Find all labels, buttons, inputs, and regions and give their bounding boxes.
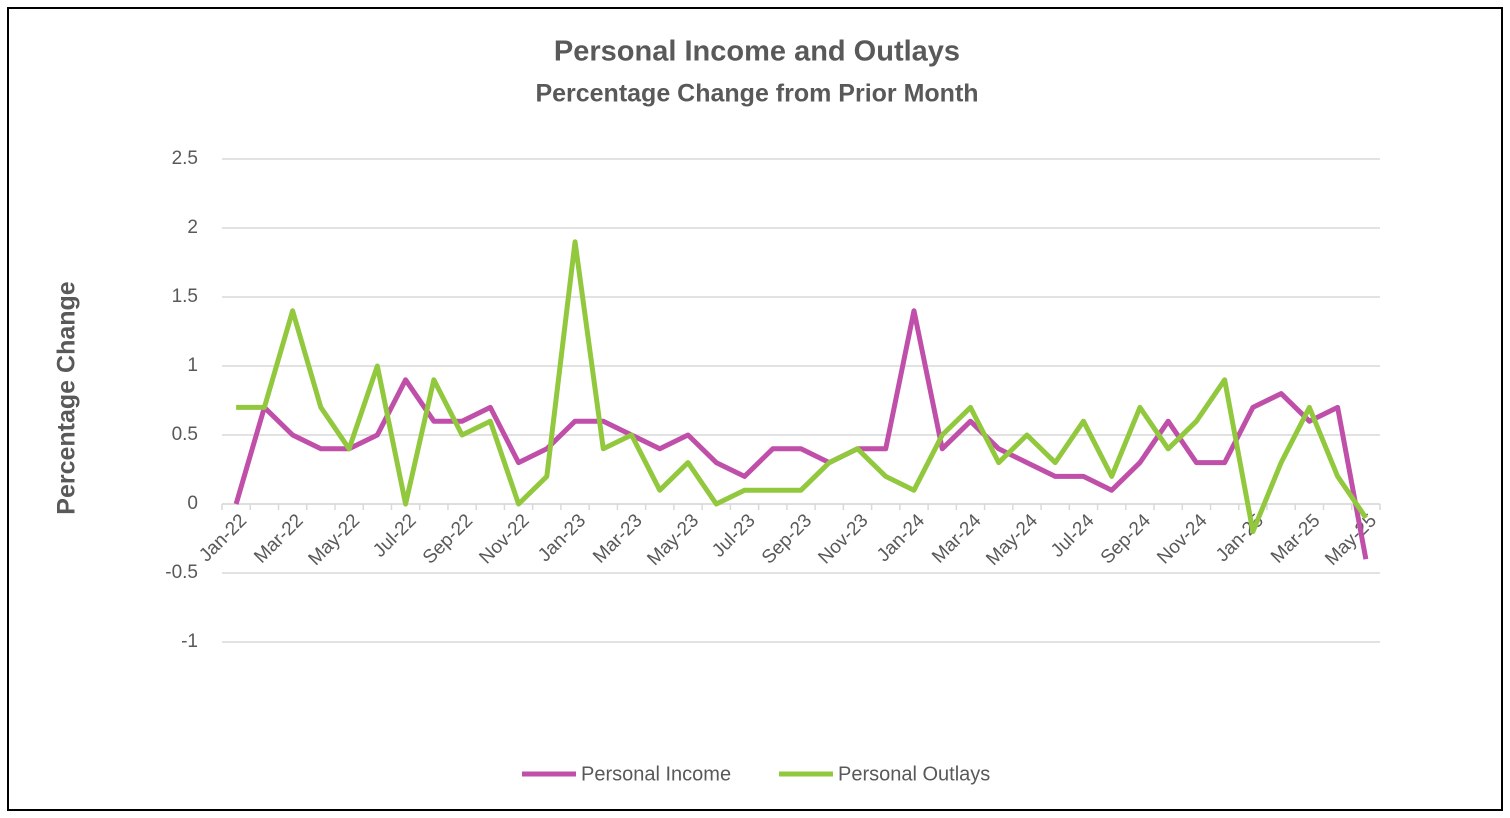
y-tick-label: 1.5	[172, 286, 198, 307]
y-axis-label: Percentage Change	[53, 281, 81, 515]
legend: Personal Income Personal Outlays	[522, 763, 990, 785]
y-tick-label: 0	[187, 493, 198, 514]
line-series	[233, 308, 1369, 560]
chart-frame	[7, 7, 1503, 811]
y-tick-label: -0.5	[165, 562, 198, 583]
legend-label: Personal Outlays	[838, 763, 990, 785]
chart-title: Personal Income and Outlays	[554, 36, 960, 68]
y-tick-label: 2.5	[172, 148, 198, 169]
legend-label: Personal Income	[581, 763, 731, 785]
line-series	[236, 239, 1368, 535]
y-tick-label: 2	[187, 217, 198, 238]
y-tick-label: 0.5	[172, 424, 198, 445]
y-tick-label: -1	[181, 631, 198, 652]
y-tick-label: 1	[187, 355, 198, 376]
chart-subtitle: Percentage Change from Prior Month	[535, 80, 978, 108]
